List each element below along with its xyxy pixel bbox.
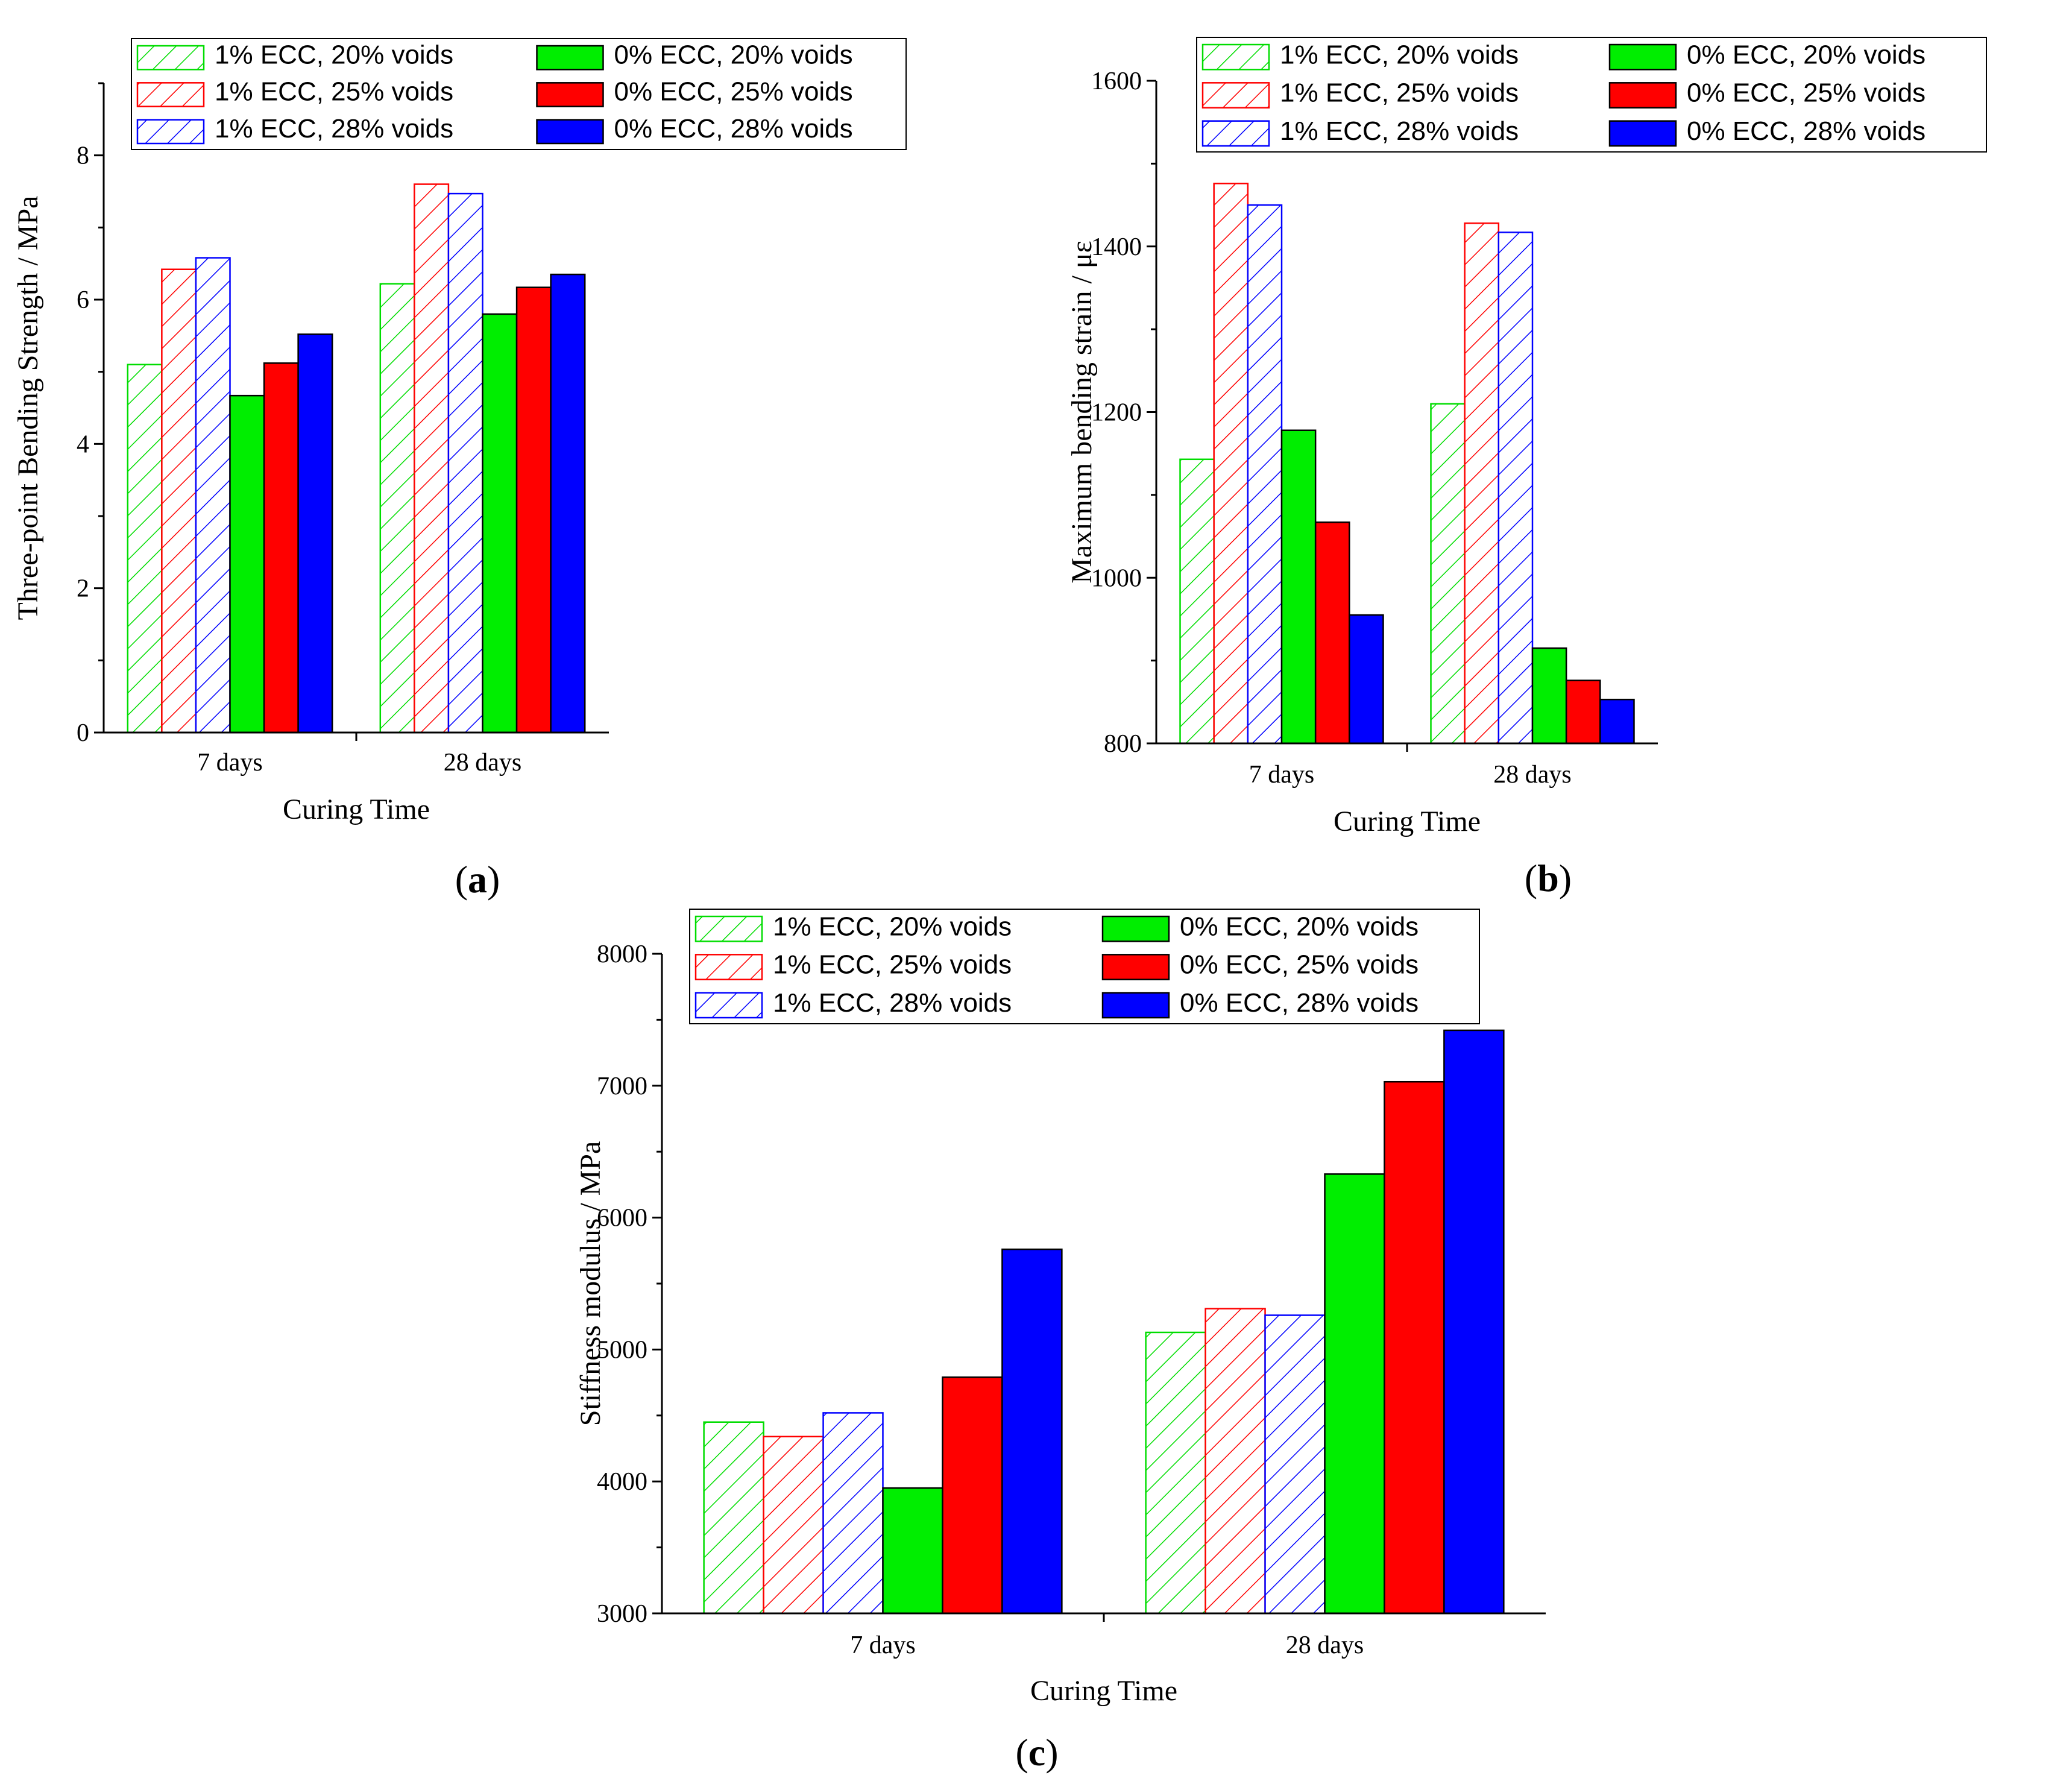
- panel-label: (b): [1525, 857, 1572, 900]
- legend-swatch: [1201, 82, 1270, 109]
- legend-label: 1% ECC, 25% voids: [1280, 78, 1519, 108]
- bar-7-days-series-6: [1001, 1248, 1063, 1615]
- legend-swatch: [1608, 43, 1677, 71]
- y-tick-label: 8: [77, 142, 89, 170]
- y-tick-label: 6000: [597, 1205, 647, 1232]
- x-tick-label: 28 days: [1493, 761, 1572, 789]
- legend-swatch: [1201, 43, 1270, 71]
- bar-28-days-series-6: [1599, 698, 1635, 745]
- bar-28-days-series-6: [550, 273, 586, 734]
- bar-28-days-series-5: [1384, 1080, 1445, 1615]
- y-tick-label: 3000: [597, 1600, 647, 1628]
- legend-label: 1% ECC, 28% voids: [773, 988, 1012, 1018]
- legend: 1% ECC, 20% voids 1% ECC, 25% voids 1% ECC…: [1196, 37, 1987, 153]
- legend-label: 0% ECC, 28% voids: [1687, 116, 1926, 146]
- legend-swatch: [136, 119, 205, 145]
- bar-7-days-series-2: [763, 1436, 824, 1615]
- y-axis-title: Stiffness modulus / MPa: [575, 1141, 606, 1426]
- bar-28-days-series-4: [482, 313, 518, 734]
- legend-swatch: [694, 915, 763, 942]
- bar-28-days-series-2: [1464, 222, 1500, 745]
- legend-label: 1% ECC, 25% voids: [773, 950, 1012, 980]
- legend-swatch: [1101, 915, 1170, 942]
- y-tick-label: 6: [77, 286, 89, 314]
- legend-label: 0% ECC, 28% voids: [614, 114, 853, 143]
- x-tick-label: 7 days: [850, 1631, 916, 1659]
- y-tick-label: 800: [1104, 730, 1142, 758]
- bar-28-days-series-4: [1324, 1173, 1385, 1615]
- bar-7-days-series-1: [127, 364, 163, 734]
- bar-28-days-series-6: [1443, 1029, 1505, 1615]
- x-tick-label: 28 days: [444, 749, 522, 777]
- panel-label: (c): [1015, 1731, 1058, 1774]
- legend-swatch: [1608, 82, 1677, 109]
- bar-28-days-series-3: [1264, 1314, 1326, 1615]
- legend-label: 0% ECC, 20% voids: [614, 40, 853, 69]
- bar-7-days-series-6: [297, 333, 333, 734]
- y-tick-label: 4000: [597, 1468, 647, 1496]
- bar-7-days-series-2: [161, 268, 197, 734]
- y-tick-label: 5000: [597, 1336, 647, 1364]
- y-tick-label: 7000: [597, 1073, 647, 1100]
- y-tick-label: 8000: [597, 941, 647, 968]
- legend-label: 1% ECC, 28% voids: [1280, 116, 1519, 146]
- legend: 1% ECC, 20% voids 1% ECC, 25% voids 1% ECC…: [689, 909, 1480, 1024]
- y-tick-label: 1000: [1091, 564, 1142, 592]
- legend-swatch: [1101, 954, 1170, 980]
- bar-7-days-series-3: [1247, 204, 1283, 745]
- legend-label: 0% ECC, 20% voids: [1687, 40, 1926, 69]
- panel-label: (a): [455, 858, 500, 901]
- bar-28-days-series-1: [1145, 1331, 1206, 1615]
- bar-28-days-series-2: [1204, 1308, 1266, 1615]
- legend-label: 1% ECC, 25% voids: [215, 77, 453, 107]
- legend-label: 0% ECC, 25% voids: [1687, 78, 1926, 108]
- legend-label: 0% ECC, 25% voids: [614, 77, 853, 107]
- legend-swatch: [536, 45, 604, 71]
- legend-swatch: [136, 82, 205, 107]
- bar-7-days-series-4: [882, 1487, 943, 1615]
- legend-swatch: [136, 45, 205, 71]
- legend-swatch: [536, 119, 604, 145]
- x-tick-label: 7 days: [1249, 761, 1315, 789]
- legend-swatch: [1101, 992, 1170, 1019]
- legend-swatch: [694, 992, 763, 1019]
- y-tick-label: 1200: [1091, 399, 1142, 427]
- y-axis-title: Three-point Bending Strength / MPa: [12, 196, 44, 620]
- bar-7-days-series-1: [703, 1421, 764, 1615]
- legend-swatch: [1608, 120, 1677, 147]
- legend-label: 1% ECC, 20% voids: [215, 40, 453, 69]
- y-tick-label: 4: [77, 430, 89, 458]
- y-tick-label: 1600: [1091, 68, 1142, 95]
- bar-7-days-series-5: [942, 1376, 1003, 1615]
- y-tick-label: 1400: [1091, 233, 1142, 261]
- bar-7-days-series-3: [822, 1412, 884, 1615]
- legend-label: 1% ECC, 20% voids: [773, 912, 1012, 941]
- x-axis-title: Curing Time: [1334, 805, 1481, 837]
- legend-swatch: [694, 954, 763, 980]
- legend: 1% ECC, 20% voids 1% ECC, 25% voids 1% ECC…: [131, 38, 907, 150]
- x-tick-label: 7 days: [197, 749, 263, 777]
- legend-label: 1% ECC, 28% voids: [215, 114, 453, 143]
- y-tick-label: 0: [77, 719, 89, 747]
- y-tick-label: 2: [77, 575, 89, 603]
- legend-label: 1% ECC, 20% voids: [1280, 40, 1519, 69]
- y-axis-title: Maximum bending strain / με: [1066, 241, 1098, 584]
- bar-7-days-series-6: [1349, 614, 1384, 745]
- bar-28-days-series-2: [414, 183, 450, 734]
- legend-label: 0% ECC, 28% voids: [1180, 988, 1419, 1018]
- legend-label: 0% ECC, 25% voids: [1180, 950, 1419, 980]
- x-axis-title: Curing Time: [283, 793, 430, 825]
- legend-label: 0% ECC, 20% voids: [1180, 912, 1419, 941]
- bar-28-days-series-3: [1497, 232, 1534, 745]
- legend-swatch: [1201, 120, 1270, 147]
- bar-28-days-series-1: [1430, 403, 1466, 745]
- x-tick-label: 28 days: [1286, 1631, 1364, 1659]
- x-axis-title: Curing Time: [1030, 1675, 1177, 1707]
- legend-swatch: [536, 82, 604, 107]
